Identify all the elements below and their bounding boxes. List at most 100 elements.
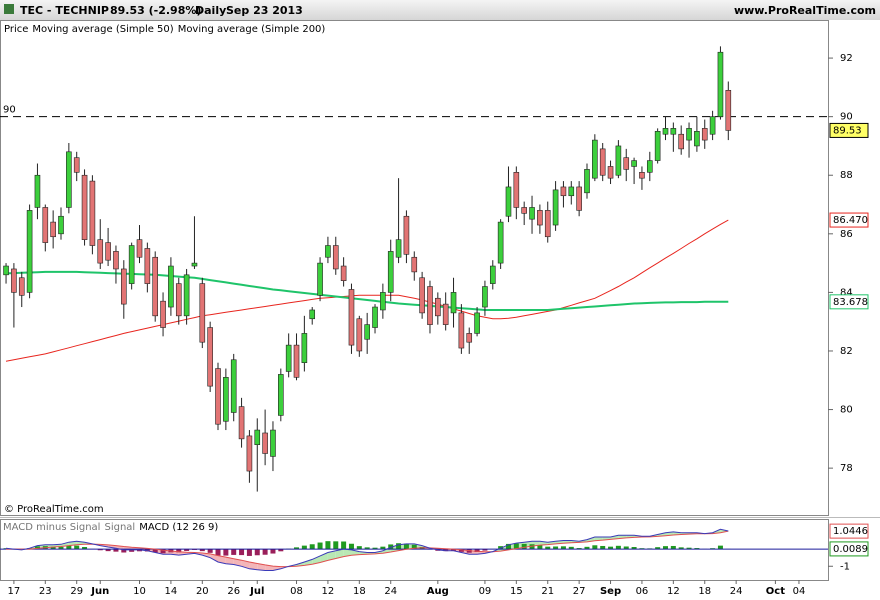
- histogram-bar: [356, 546, 362, 550]
- histogram-bar: [325, 541, 331, 550]
- watermark: © ProRealTime.com: [4, 504, 104, 515]
- candle-body: [66, 151, 72, 208]
- histogram-bar: [600, 545, 606, 550]
- candle-body: [654, 131, 661, 161]
- candle-body: [403, 215, 410, 255]
- histogram-bar: [411, 544, 417, 550]
- macd-line: [5, 528, 729, 571]
- histogram-bar: [553, 546, 559, 550]
- candle-body: [725, 89, 732, 131]
- candle-body: [183, 274, 190, 317]
- candle-body: [332, 245, 339, 270]
- candle-body: [466, 333, 473, 343]
- histogram-bar: [82, 547, 88, 550]
- candle-body: [223, 377, 229, 422]
- candle-body: [529, 207, 535, 220]
- x-tick-label: 23: [39, 586, 52, 597]
- x-tick-label: 26: [227, 586, 240, 597]
- candle-body: [136, 239, 143, 258]
- x-tick-label: 18: [698, 586, 711, 597]
- site: www.ProRealTime.com: [734, 4, 876, 17]
- macd-signal-fill: [218, 555, 226, 564]
- candle-body: [175, 283, 182, 317]
- candle-body: [639, 172, 645, 179]
- histogram-bar: [239, 549, 245, 556]
- macd-signal-fill: [327, 550, 336, 561]
- candle-body: [3, 265, 9, 276]
- candle-body: [623, 157, 630, 170]
- histogram-bar: [341, 541, 347, 550]
- candle-body: [11, 268, 17, 293]
- histogram-bar: [623, 546, 629, 550]
- histogram-bar: [278, 549, 284, 552]
- histogram-bar: [678, 547, 684, 550]
- histogram-bar: [529, 544, 535, 550]
- candle-body: [427, 286, 433, 325]
- candle-body: [537, 210, 543, 226]
- candle-body: [128, 245, 135, 284]
- candle-body: [26, 210, 33, 293]
- histogram-bar: [121, 549, 127, 553]
- legend-entry: MACD minus Signal: [3, 522, 100, 533]
- histogram-bar: [105, 549, 111, 552]
- candle-body: [18, 277, 25, 296]
- x-tick-label: 15: [510, 586, 523, 597]
- candle-body: [576, 186, 582, 211]
- histogram-bar: [403, 543, 409, 550]
- candle-body: [89, 180, 96, 246]
- histogram-bar: [686, 547, 692, 550]
- histogram-bar: [717, 545, 723, 550]
- last-price-label: 89.53: [833, 125, 862, 136]
- histogram-bar: [482, 549, 488, 551]
- x-tick-label: Aug: [427, 586, 449, 597]
- histogram-bar: [670, 545, 676, 550]
- histogram-bar: [655, 547, 661, 550]
- candle-body: [293, 344, 300, 378]
- last-average-label: 86.470: [833, 215, 868, 226]
- moving-average-line: [5, 219, 729, 362]
- x-tick-label: 24: [384, 586, 397, 597]
- macd-signal-fill: [320, 552, 328, 563]
- candle-body: [325, 245, 331, 258]
- histogram-bar: [58, 546, 64, 550]
- candle-body: [372, 306, 378, 328]
- candle-body: [709, 116, 716, 135]
- candle-body: [278, 374, 284, 416]
- candle-body: [458, 312, 465, 349]
- histogram-bar: [388, 544, 394, 550]
- x-tick-label: Sep: [600, 586, 621, 597]
- candle-body: [42, 207, 49, 243]
- histogram-bar: [176, 549, 182, 553]
- candle-body: [191, 262, 198, 267]
- histogram-bar: [294, 547, 300, 550]
- histogram-last-label-box: [829, 541, 869, 557]
- macd-signal-fill: [225, 557, 234, 565]
- candle-body: [309, 309, 316, 320]
- histogram-bar: [505, 543, 511, 550]
- y-tick-label: 92: [840, 53, 853, 64]
- candle-body: [215, 368, 221, 425]
- candle-body: [356, 318, 363, 352]
- histogram-bar: [113, 549, 119, 552]
- x-tick-label: 18: [353, 586, 366, 597]
- histogram-bar: [66, 545, 72, 550]
- candle-body: [568, 186, 575, 197]
- last-average-label: 83.678: [833, 297, 868, 308]
- x-tick-label: 17: [8, 586, 21, 597]
- date: Sep 23 2013: [226, 4, 303, 17]
- signal-last-label: 1.0446: [833, 526, 868, 537]
- histogram-bar: [309, 544, 315, 550]
- signal-line: [6, 530, 729, 568]
- histogram-bar: [662, 546, 668, 550]
- histogram-bar: [592, 545, 598, 550]
- price-frame: [0, 20, 829, 516]
- last-average-label-box: [829, 212, 869, 228]
- candle-body: [474, 312, 480, 334]
- histogram-bar: [50, 546, 56, 550]
- candle-body: [317, 262, 323, 296]
- candle-body: [482, 286, 488, 308]
- macd-frame: [0, 519, 829, 581]
- x-tick-label: 12: [667, 586, 680, 597]
- candle-body: [121, 268, 127, 305]
